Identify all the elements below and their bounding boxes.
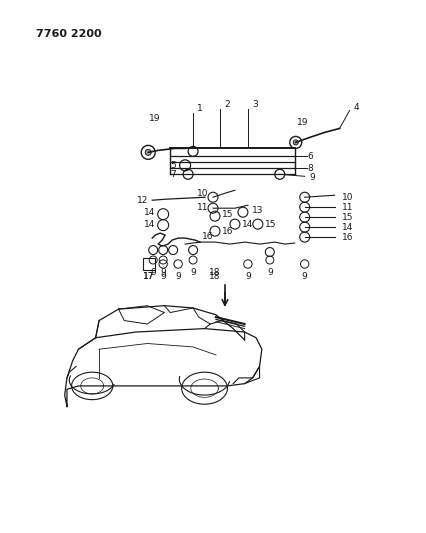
Text: 4: 4 xyxy=(353,103,358,112)
Text: 9: 9 xyxy=(301,272,307,281)
Text: 14: 14 xyxy=(341,223,352,232)
Text: 1: 1 xyxy=(196,104,202,113)
Text: 9: 9 xyxy=(150,269,156,278)
Text: 18: 18 xyxy=(209,269,220,278)
Circle shape xyxy=(145,149,151,155)
Text: 11: 11 xyxy=(196,203,207,212)
Text: 19: 19 xyxy=(149,114,161,123)
Text: 18: 18 xyxy=(209,272,220,281)
Text: 16: 16 xyxy=(341,232,352,241)
Text: 16: 16 xyxy=(222,227,233,236)
Text: 9: 9 xyxy=(309,173,315,182)
Text: 10: 10 xyxy=(341,193,352,201)
Text: 16: 16 xyxy=(201,232,213,240)
Text: 17: 17 xyxy=(142,272,154,281)
Text: 15: 15 xyxy=(341,213,352,222)
Text: 12: 12 xyxy=(136,196,148,205)
Text: 11: 11 xyxy=(341,203,352,212)
Text: 13: 13 xyxy=(251,206,263,215)
Text: 7760 2200: 7760 2200 xyxy=(35,29,101,39)
Text: 8: 8 xyxy=(307,164,313,173)
Text: 9: 9 xyxy=(160,272,166,281)
Text: 14: 14 xyxy=(242,220,253,229)
Text: 9: 9 xyxy=(190,269,196,278)
Bar xyxy=(143,258,155,270)
Text: 9: 9 xyxy=(175,272,181,281)
Text: 6: 6 xyxy=(307,152,313,161)
Text: 9: 9 xyxy=(266,269,272,278)
Text: 14: 14 xyxy=(144,208,155,217)
Text: 17: 17 xyxy=(142,272,154,281)
Text: 3: 3 xyxy=(251,100,257,109)
Text: 14: 14 xyxy=(144,220,155,229)
Text: 7: 7 xyxy=(170,170,176,179)
Text: 19: 19 xyxy=(296,118,308,127)
Text: 5: 5 xyxy=(170,161,176,170)
Text: 9: 9 xyxy=(245,272,250,281)
Text: 15: 15 xyxy=(264,220,276,229)
Text: 9: 9 xyxy=(160,269,166,278)
Text: 10: 10 xyxy=(196,189,207,198)
Text: 2: 2 xyxy=(224,100,229,109)
Text: 15: 15 xyxy=(222,209,233,219)
Circle shape xyxy=(293,140,297,145)
